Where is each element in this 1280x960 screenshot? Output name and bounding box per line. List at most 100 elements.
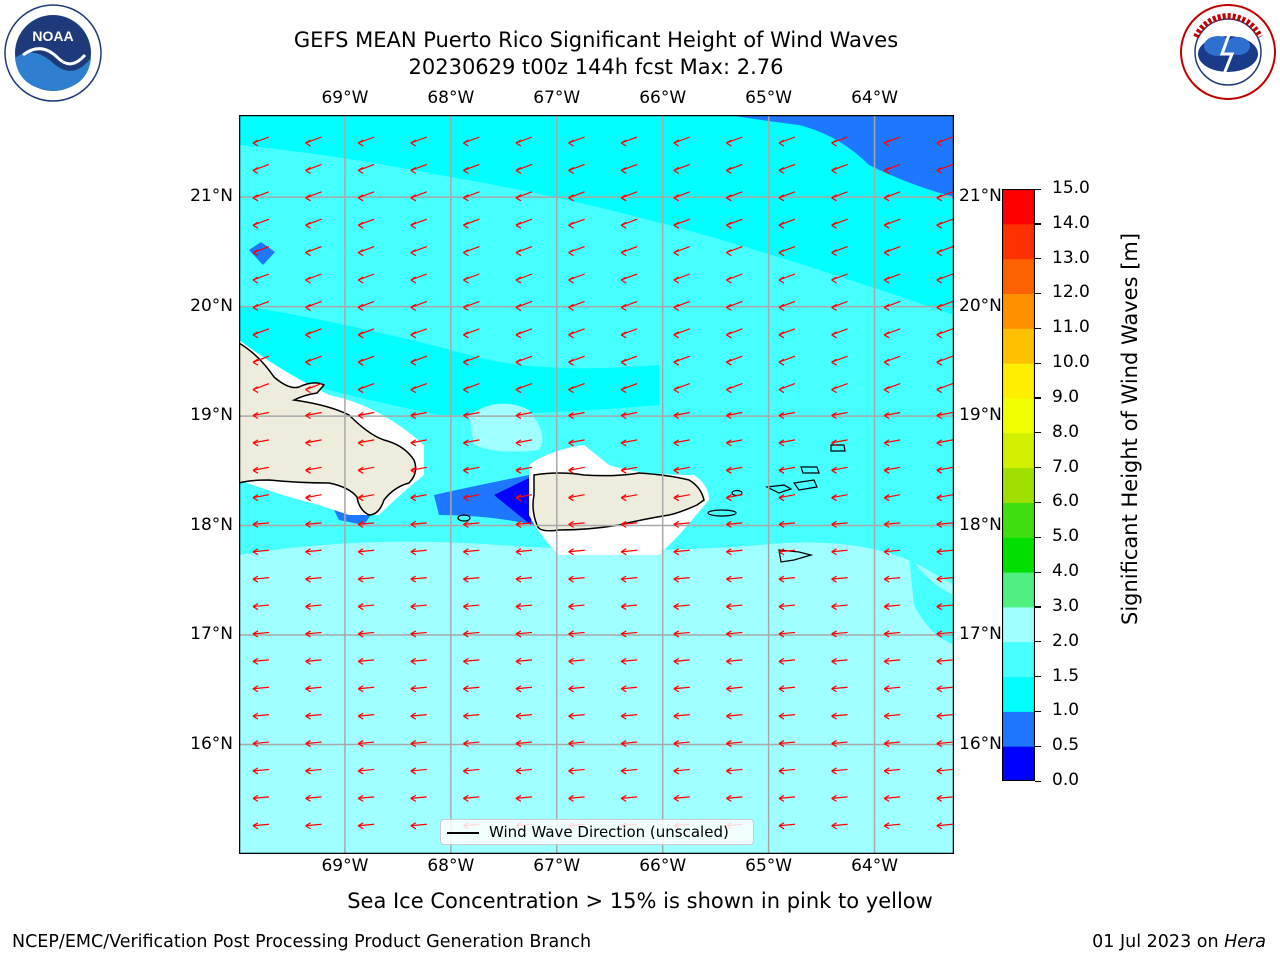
wave-arrow <box>831 794 848 802</box>
wave-arrow <box>883 685 901 693</box>
wave-arrow <box>726 603 743 611</box>
colorbar-tick-mark <box>1035 327 1041 329</box>
wave-arrow <box>883 300 901 311</box>
wave-arrow <box>726 466 743 474</box>
wave-arrow <box>410 439 427 447</box>
wave-arrow <box>463 136 480 147</box>
wave-arrow <box>305 657 322 665</box>
wave-arrow <box>357 548 375 556</box>
wave-arrow <box>778 273 796 284</box>
wave-arrow <box>620 630 638 638</box>
wave-arrow <box>463 794 480 802</box>
colorbar-bin <box>1002 537 1035 573</box>
wave-arrow <box>568 355 585 366</box>
lat-label-right: 17°N <box>959 624 1002 645</box>
wave-arrow <box>305 740 322 748</box>
wave-arrow <box>778 575 796 583</box>
wave-arrow <box>883 712 901 720</box>
wave-arrow <box>568 630 585 638</box>
wave-arrow <box>726 411 743 420</box>
wave-arrow <box>778 794 796 802</box>
wave-arrow <box>463 246 480 257</box>
wave-arrow <box>726 794 743 802</box>
wave-arrow <box>620 355 638 366</box>
wave-arrow <box>252 575 270 583</box>
wave-arrow <box>463 328 480 339</box>
wave-arrow <box>410 494 427 502</box>
wave-arrow <box>252 218 270 229</box>
wave-arrow <box>252 439 270 447</box>
date-text: 01 Jul 2023 on <box>1092 932 1219 952</box>
lat-label-right: 19°N <box>959 405 1002 426</box>
colorbar-tick-mark <box>1035 501 1041 504</box>
wave-arrow <box>410 548 427 556</box>
wave-arrow <box>778 712 796 720</box>
wave-direction-arrows <box>252 136 954 830</box>
wave-arrow <box>515 520 533 528</box>
lon-label-top: 69°W <box>321 88 369 108</box>
wave-arrow <box>463 163 480 174</box>
wave-arrow <box>620 520 638 528</box>
legend-line-swatch <box>447 832 479 834</box>
wave-arrow <box>673 136 691 147</box>
wave-arrow <box>831 767 848 775</box>
lon-label-bottom: 67°W <box>533 856 581 876</box>
lat-label-left: 18°N <box>190 514 233 535</box>
wave-patch-west <box>249 242 275 265</box>
wave-arrow <box>726 163 743 174</box>
lon-label-top: 64°W <box>851 88 899 108</box>
wave-arrow <box>515 794 533 802</box>
colorbar-tick-mark <box>1035 467 1041 469</box>
wave-arrow <box>357 163 375 174</box>
wave-arrow <box>726 136 743 147</box>
wave-arrow <box>305 163 322 174</box>
wave-arrow <box>252 273 270 284</box>
wave-arrow <box>410 575 427 583</box>
wave-arrow <box>831 355 848 366</box>
colorbar-bin <box>1002 746 1035 781</box>
wave-arrow <box>515 466 533 474</box>
wave-arrow <box>936 575 953 583</box>
wave-field-ne <box>729 115 954 197</box>
wave-arrow <box>305 136 322 147</box>
colorbar-tick-label: 5.0 <box>1052 526 1080 547</box>
wave-arrow <box>568 411 585 420</box>
wave-arrow <box>568 712 585 720</box>
wave-arrow <box>883 822 901 830</box>
wave-arrow <box>515 273 533 284</box>
wave-arrow <box>831 246 848 257</box>
wave-arrow <box>831 383 848 394</box>
colorbar-tick-label: 3.0 <box>1052 595 1080 616</box>
wave-arrow <box>357 657 375 665</box>
wave-arrow <box>252 767 270 775</box>
map-plot <box>239 115 954 854</box>
wave-arrow <box>620 740 638 748</box>
wave-arrow <box>620 246 638 257</box>
wave-arrow <box>252 712 270 720</box>
wave-arrow <box>778 439 796 447</box>
wave-arrow <box>463 355 480 366</box>
wave-arrow <box>568 657 585 665</box>
wave-arrow <box>252 740 270 748</box>
wave-arrow <box>778 520 796 528</box>
wave-arrow <box>305 520 322 528</box>
colorbar-tick-mark <box>1035 432 1041 434</box>
wave-arrow <box>883 383 901 394</box>
wave-arrow <box>305 383 322 394</box>
lat-label-right: 20°N <box>959 295 1002 316</box>
colorbar-bin <box>1002 189 1035 225</box>
wave-field-east <box>909 555 954 645</box>
wave-arrow <box>673 163 691 174</box>
wave-arrow <box>515 246 533 257</box>
wave-arrow <box>410 300 428 311</box>
wave-arrow <box>673 494 690 502</box>
wave-arrow <box>568 218 585 229</box>
wave-arrow <box>357 794 375 802</box>
colorbar-bin <box>1002 711 1035 747</box>
wave-arrow <box>726 630 743 638</box>
wave-arrow <box>620 300 638 311</box>
wave-arrow <box>357 218 375 229</box>
colorbar-tick-label: 13.0 <box>1052 247 1090 268</box>
wave-arrow <box>305 300 322 311</box>
wave-arrow <box>726 685 743 693</box>
